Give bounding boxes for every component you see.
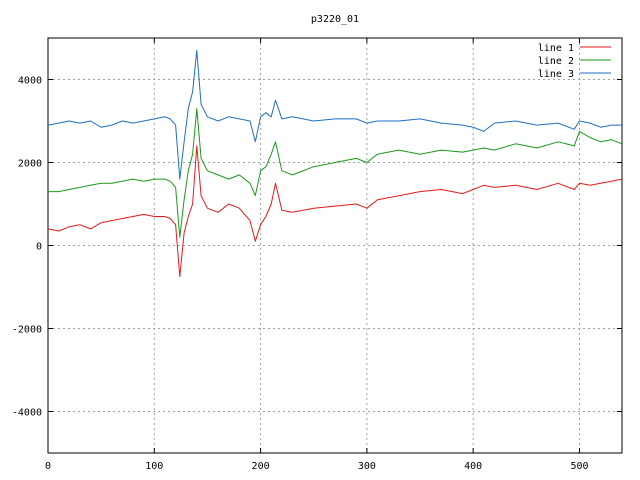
legend: line 1 line 2 line 3	[538, 43, 611, 80]
legend-label: line 1	[538, 43, 574, 54]
grid-layer	[48, 38, 622, 453]
x-tick-label: 400	[464, 461, 482, 472]
x-tick-label: 200	[252, 461, 270, 472]
y-tick-label: 4000	[18, 76, 42, 87]
legend-label: line 2	[538, 56, 574, 67]
y-tick-label: 2000	[18, 159, 42, 170]
legend-label: line 3	[538, 69, 574, 80]
series-line-3	[47, 49, 622, 180]
y-tick-label: 0	[36, 242, 42, 253]
ticks-layer: 0 100 200 300 400 500 -4000 -2000 0 2000 4000	[12, 38, 622, 472]
x-tick-label: 0	[45, 461, 51, 472]
y-tick-label: -4000	[12, 408, 42, 419]
series-line-1	[47, 145, 623, 278]
x-tick-label: 500	[570, 461, 588, 472]
y-tick-label: -2000	[12, 325, 42, 336]
x-tick-label: 100	[145, 461, 163, 472]
series-layer	[47, 49, 623, 278]
x-tick-label: 300	[358, 461, 376, 472]
series-line-2	[48, 108, 623, 238]
chart-title: p3220_01	[311, 14, 359, 25]
